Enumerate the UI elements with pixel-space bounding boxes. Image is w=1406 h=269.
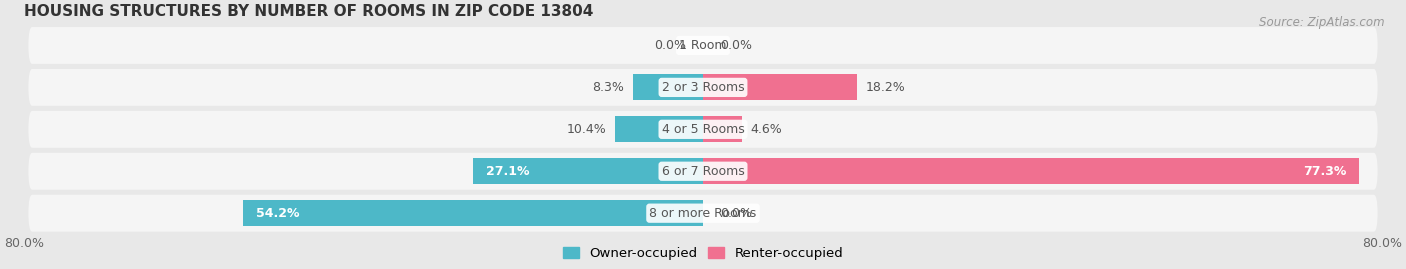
Text: 8.3%: 8.3%: [592, 81, 624, 94]
Text: 0.0%: 0.0%: [720, 207, 752, 220]
Bar: [703, 116, 742, 142]
FancyBboxPatch shape: [28, 111, 1378, 148]
Text: 8 or more Rooms: 8 or more Rooms: [650, 207, 756, 220]
Text: 4 or 5 Rooms: 4 or 5 Rooms: [662, 123, 744, 136]
Legend: Owner-occupied, Renter-occupied: Owner-occupied, Renter-occupied: [558, 242, 848, 265]
FancyBboxPatch shape: [28, 69, 1378, 106]
Bar: [633, 75, 703, 100]
Text: 18.2%: 18.2%: [866, 81, 905, 94]
Bar: [703, 158, 1360, 184]
Text: 4.6%: 4.6%: [751, 123, 782, 136]
Bar: [614, 116, 703, 142]
Text: 0.0%: 0.0%: [654, 39, 686, 52]
FancyBboxPatch shape: [28, 27, 1378, 64]
Text: 10.4%: 10.4%: [567, 123, 606, 136]
Text: 6 or 7 Rooms: 6 or 7 Rooms: [662, 165, 744, 178]
Text: Source: ZipAtlas.com: Source: ZipAtlas.com: [1260, 16, 1385, 29]
Bar: [703, 75, 858, 100]
Bar: [472, 158, 703, 184]
Text: HOUSING STRUCTURES BY NUMBER OF ROOMS IN ZIP CODE 13804: HOUSING STRUCTURES BY NUMBER OF ROOMS IN…: [24, 4, 593, 19]
Text: 77.3%: 77.3%: [1303, 165, 1346, 178]
FancyBboxPatch shape: [28, 153, 1378, 190]
Text: 27.1%: 27.1%: [486, 165, 529, 178]
Bar: [243, 200, 703, 226]
FancyBboxPatch shape: [28, 195, 1378, 232]
Text: 0.0%: 0.0%: [720, 39, 752, 52]
Text: 1 Room: 1 Room: [679, 39, 727, 52]
Text: 2 or 3 Rooms: 2 or 3 Rooms: [662, 81, 744, 94]
Text: 54.2%: 54.2%: [256, 207, 299, 220]
